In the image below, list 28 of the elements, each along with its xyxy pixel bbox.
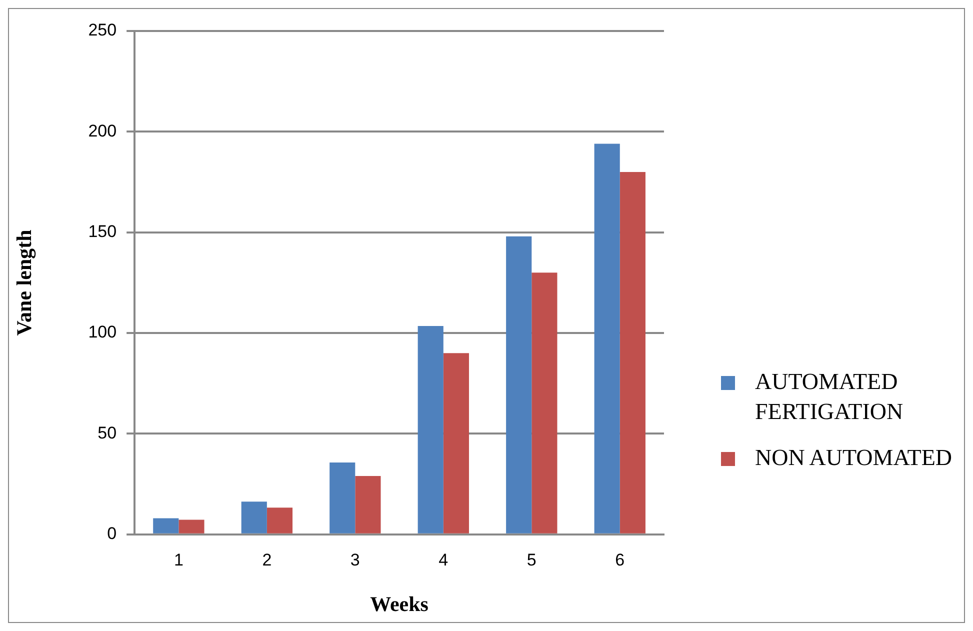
x-tick-label: 1 <box>174 550 184 570</box>
bar <box>178 520 204 534</box>
bar <box>153 518 179 534</box>
y-tick-label: 50 <box>98 423 117 442</box>
x-tick-label: 2 <box>262 550 272 570</box>
x-axis-title: Weeks <box>370 592 428 616</box>
y-tick-label: 100 <box>88 322 117 342</box>
bar <box>594 144 620 534</box>
bar <box>418 326 444 534</box>
bar <box>532 272 558 534</box>
bar <box>266 508 293 534</box>
x-tick-label: 4 <box>438 550 448 570</box>
y-tick-label: 150 <box>88 222 117 242</box>
x-tick-label: 5 <box>526 550 536 570</box>
bar <box>506 236 532 534</box>
y-axis-title: Vane length <box>12 229 36 336</box>
y-tick-label: 250 <box>88 20 117 40</box>
y-tick-label: 0 <box>107 524 117 544</box>
legend-label: NON AUTOMATED <box>755 444 952 472</box>
bar <box>330 462 356 534</box>
bar <box>355 476 381 534</box>
legend-label: AUTOMATED FERTIGATION <box>755 368 904 426</box>
x-tick-label: 6 <box>615 550 625 570</box>
bar <box>443 353 469 534</box>
x-tick-label: 3 <box>350 550 360 570</box>
bar <box>620 172 646 534</box>
bar <box>241 502 267 534</box>
y-tick-label: 200 <box>88 121 117 140</box>
